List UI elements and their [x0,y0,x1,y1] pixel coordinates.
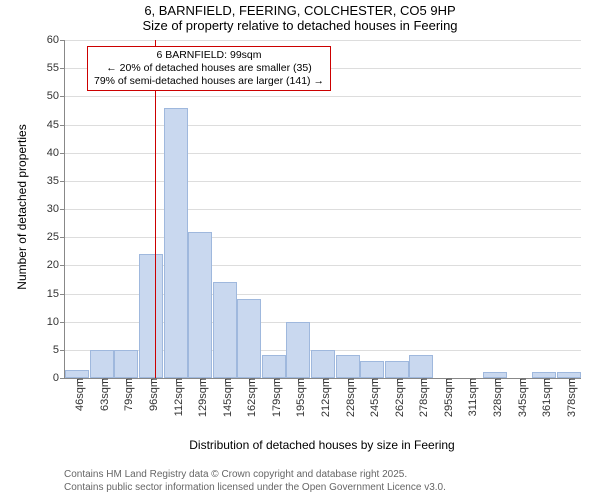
y-tick-label: 50 [47,90,65,102]
y-tick-label: 15 [47,288,65,300]
histogram-bar [262,355,286,378]
footer-note: Contains HM Land Registry data © Crown c… [64,468,446,494]
x-tick-label: 195sqm [289,378,307,417]
histogram-bar [286,322,310,378]
grid-line [65,153,581,154]
x-tick-label: 328sqm [486,378,504,417]
chart-container: 6, BARNFIELD, FEERING, COLCHESTER, CO5 9… [0,0,600,500]
y-tick-label: 30 [47,203,65,215]
histogram-bar [90,350,114,378]
plot-area: 05101520253035404550556046sqm63sqm79sqm9… [64,40,581,379]
histogram-bar [188,232,212,378]
y-tick-label: 35 [47,175,65,187]
grid-line [65,209,581,210]
y-tick-label: 10 [47,316,65,328]
histogram-bar [409,355,433,378]
y-tick-label: 25 [47,231,65,243]
x-tick-label: 345sqm [511,378,529,417]
y-tick-label: 60 [47,34,65,46]
histogram-bar [311,350,335,378]
grid-line [65,40,581,41]
y-tick-label: 5 [53,344,65,356]
grid-line [65,181,581,182]
y-tick-label: 55 [47,62,65,74]
grid-line [65,237,581,238]
x-tick-label: 245sqm [363,378,381,417]
histogram-bar [164,108,188,378]
histogram-bar [336,355,360,378]
x-tick-label: 129sqm [191,378,209,417]
x-tick-label: 311sqm [461,378,479,416]
chart-title-line1: 6, BARNFIELD, FEERING, COLCHESTER, CO5 9… [0,3,600,18]
x-tick-label: 228sqm [339,378,357,417]
histogram-bar [237,299,261,378]
callout-line-2: ← 20% of detached houses are smaller (35… [94,62,324,75]
y-tick-label: 0 [53,372,65,384]
histogram-bar [65,370,89,378]
histogram-bar [114,350,138,378]
x-tick-label: 112sqm [167,378,185,416]
y-tick-label: 40 [47,147,65,159]
y-axis-label: Number of detached properties [15,117,29,297]
grid-line [65,125,581,126]
x-tick-label: 96sqm [142,378,160,411]
callout-line-1: 6 BARNFIELD: 99sqm [94,49,324,62]
y-tick-label: 45 [47,119,65,131]
x-tick-label: 179sqm [265,378,283,417]
x-tick-label: 162sqm [240,378,258,417]
x-tick-label: 46sqm [68,378,86,411]
callout-line-3: 79% of semi-detached houses are larger (… [94,75,324,88]
x-tick-label: 212sqm [314,378,332,417]
x-tick-label: 145sqm [216,378,234,417]
x-axis-label: Distribution of detached houses by size … [64,438,580,452]
chart-title-line2: Size of property relative to detached ho… [0,18,600,33]
histogram-bar [213,282,237,378]
grid-line [65,96,581,97]
x-tick-label: 262sqm [388,378,406,417]
histogram-bar [139,254,163,378]
x-tick-label: 278sqm [412,378,430,417]
x-tick-label: 378sqm [560,378,578,417]
y-tick-label: 20 [47,259,65,271]
x-tick-label: 63sqm [93,378,111,411]
x-tick-label: 79sqm [117,378,135,411]
footer-line2: Contains public sector information licen… [64,481,446,494]
footer-line1: Contains HM Land Registry data © Crown c… [64,468,446,481]
x-tick-label: 361sqm [535,378,553,417]
x-tick-label: 295sqm [437,378,455,417]
histogram-bar [385,361,409,378]
callout-box: 6 BARNFIELD: 99sqm← 20% of detached hous… [87,46,331,91]
histogram-bar [360,361,384,378]
